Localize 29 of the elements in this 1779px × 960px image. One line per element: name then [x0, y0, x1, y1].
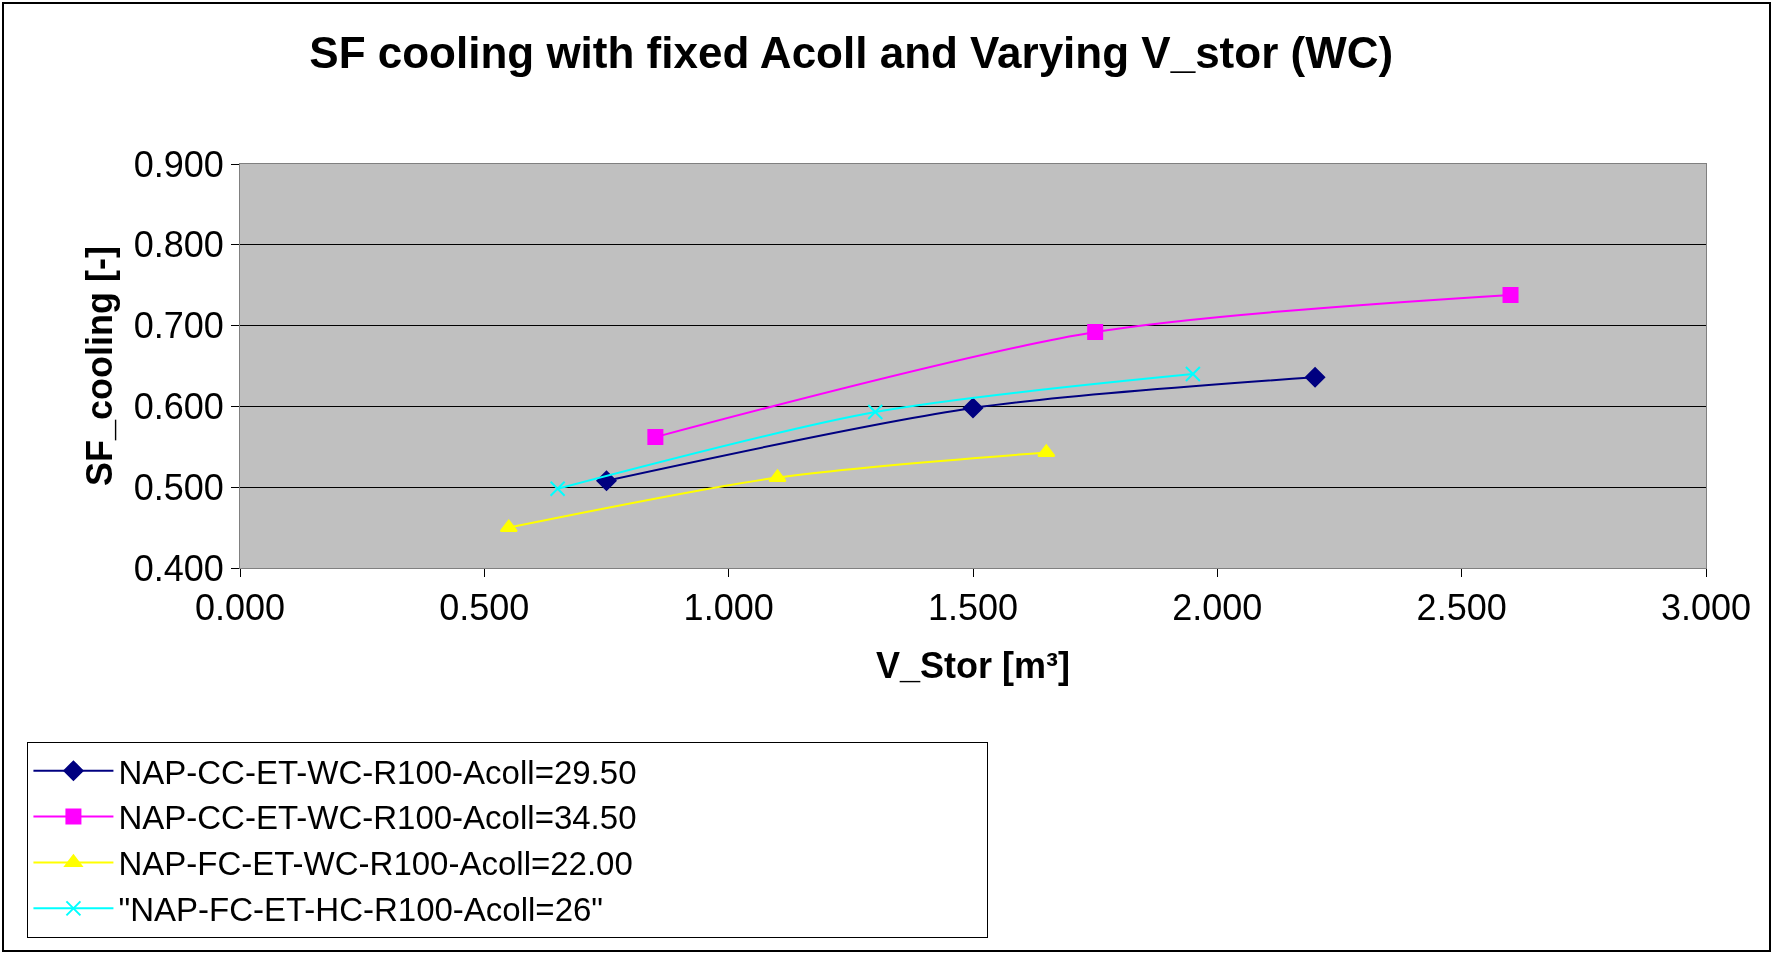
legend-label: NAP-CC-ET-WC-R100-Acoll=34.50: [118, 799, 637, 837]
y-axis-title: SF_cooling [-]: [78, 246, 120, 486]
x-tick-label: 1.500: [927, 587, 1019, 629]
point: [499, 519, 518, 533]
legend-label: NAP-CC-ET-WC-R100-Acoll=29.50: [118, 753, 637, 791]
y-tick-label: 0.600: [133, 386, 224, 427]
point: [1087, 324, 1104, 341]
y-tick-label: 0.500: [133, 466, 224, 508]
point: [647, 429, 664, 446]
x-tick-label: 2.500: [1416, 587, 1507, 629]
point: [549, 480, 566, 497]
x-axis-title: V_Stor [m³]: [875, 644, 1071, 686]
point: [1304, 367, 1326, 388]
point: [962, 397, 984, 419]
chart-title: SF cooling with fixed Acoll and Varying V_stor (WC): [309, 27, 1394, 77]
y-tick-label: 0.400: [133, 547, 224, 589]
y-tick-label: 0.700: [133, 305, 224, 347]
x-tick-label: 0.500: [439, 587, 530, 629]
point: [1184, 366, 1201, 383]
x-tick-label: 0.000: [194, 587, 286, 629]
point: [1502, 286, 1519, 303]
y-tick-label: 0.800: [133, 224, 224, 266]
x-tick-label: 3.000: [1660, 587, 1752, 629]
x-tick-label: 2.000: [1172, 587, 1263, 629]
point: [867, 404, 884, 421]
legend-label: "NAP-FC-ET-HC-R100-Acoll=26": [118, 891, 604, 929]
x-tick-label: 1.000: [683, 587, 774, 629]
legend-label: NAP-FC-ET-WC-R100-Acoll=22.00: [118, 845, 633, 883]
y-tick-label: 0.900: [133, 143, 224, 185]
